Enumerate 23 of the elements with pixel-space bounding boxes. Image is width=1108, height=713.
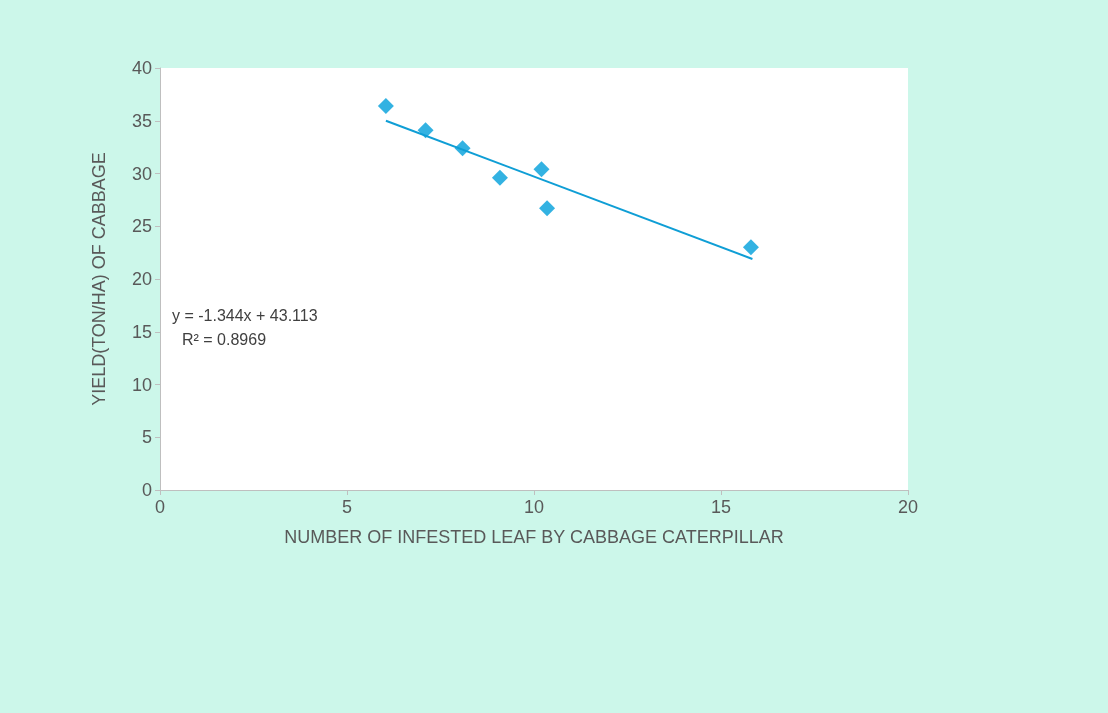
y-axis-title: YIELD(TON/HA) OF CABBAGE xyxy=(89,152,109,406)
annotation: R² = 0.8969 xyxy=(182,330,267,348)
y-tick-label: 30 xyxy=(131,163,152,184)
y-tick-label: 10 xyxy=(131,374,152,395)
y-tick-label: 20 xyxy=(131,269,152,289)
point xyxy=(377,97,394,114)
x-tick-label: 0 xyxy=(154,497,166,517)
point xyxy=(539,200,556,217)
x-axis-title: NUMBER OF INFESTED LEAF BY CABBAGE CATERPILLAR xyxy=(284,527,784,547)
annotation: y = -1.344x + 43.113 xyxy=(172,307,318,325)
point xyxy=(491,169,508,186)
y-tick-label: 15 xyxy=(131,321,152,342)
y-tick-label: 5 xyxy=(141,427,152,448)
y-tick-label: 35 xyxy=(131,110,152,131)
x-tick-label: 15 xyxy=(710,497,732,517)
point xyxy=(742,239,759,256)
point xyxy=(533,161,550,178)
x-tick-label: 20 xyxy=(897,497,919,517)
y-tick-label: 0 xyxy=(141,480,152,500)
x-tick-label: 10 xyxy=(523,497,545,517)
y-tick-label: 25 xyxy=(131,216,152,237)
x-tick-label: 5 xyxy=(341,497,353,517)
y-tick-label: 40 xyxy=(131,58,152,78)
